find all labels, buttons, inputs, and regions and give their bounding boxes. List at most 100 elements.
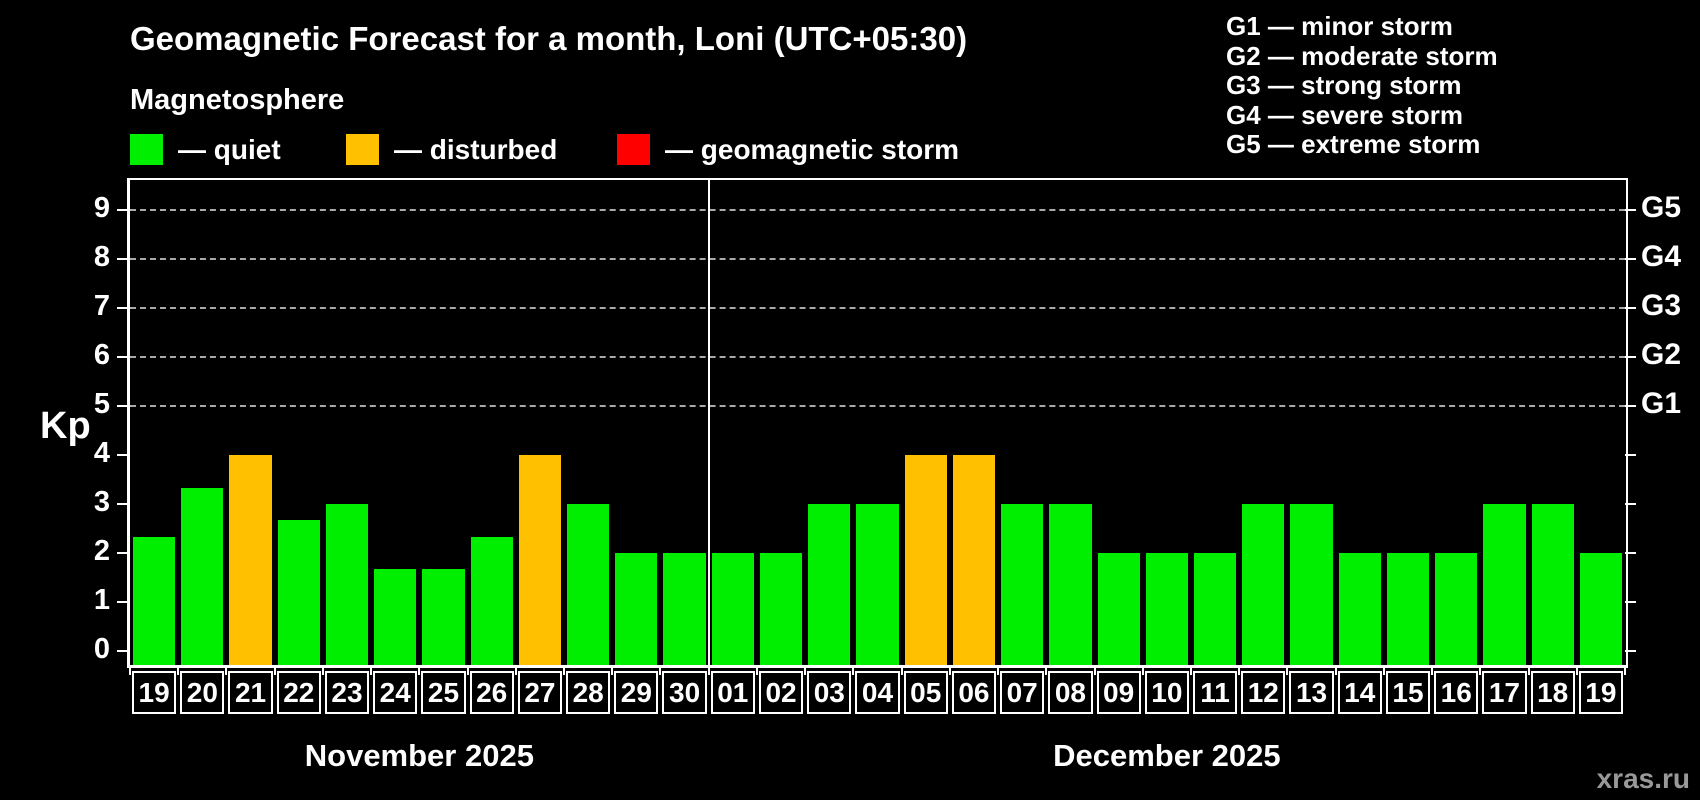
date-label-13: 13 — [1289, 671, 1334, 714]
y-axis-tick-right — [1625, 405, 1636, 407]
date-label-12: 12 — [1241, 671, 1286, 714]
quiet-legend-swatch — [130, 134, 163, 165]
date-label-17: 17 — [1482, 671, 1527, 714]
x-axis-tick — [1382, 668, 1385, 675]
y-axis-label: 3 — [93, 486, 110, 518]
date-label-23: 23 — [324, 671, 370, 714]
x-axis-tick — [1431, 668, 1434, 675]
y-axis-tick-right — [1625, 503, 1636, 505]
y-axis-label: 0 — [93, 633, 110, 665]
disturbed-legend-swatch — [346, 134, 379, 165]
y-axis-tick-right — [1625, 601, 1636, 603]
gridline-kp7 — [130, 307, 1625, 309]
y-axis-tick-left — [117, 650, 130, 652]
y-axis-label: 6 — [93, 339, 110, 371]
x-axis-tick — [466, 668, 469, 675]
x-axis-tick — [1286, 668, 1289, 675]
y-axis-tick-right — [1625, 356, 1636, 358]
kp-bar-09 — [1097, 553, 1140, 665]
x-axis-tick — [997, 668, 1000, 675]
x-axis-tick — [321, 668, 324, 675]
y-axis-tick-left — [117, 503, 130, 505]
month-label-november: November 2025 — [304, 738, 534, 773]
x-axis-tick — [852, 668, 855, 675]
y-axis-label: 9 — [93, 192, 110, 224]
x-axis-tick — [1624, 668, 1626, 675]
date-label-09: 09 — [1096, 671, 1141, 714]
y-axis-tick-right — [1625, 650, 1636, 652]
x-axis-tick — [1093, 668, 1096, 675]
date-label-25: 25 — [421, 671, 466, 714]
kp-bar-23 — [325, 504, 369, 665]
g3-legend-line: G3 — strong storm — [1226, 70, 1462, 100]
kp-bar-21 — [229, 455, 272, 665]
kp-bar-30 — [663, 553, 706, 665]
y-axis-tick-right — [1625, 552, 1636, 554]
y-axis-tick-right — [1625, 258, 1636, 260]
kp-bar-13 — [1290, 504, 1333, 665]
kp-bar-05 — [904, 455, 947, 665]
kp-bar-27 — [518, 455, 562, 665]
gridline-kp6 — [130, 356, 1625, 358]
kp-bar-01 — [711, 553, 754, 665]
kp-bar-26 — [470, 536, 513, 665]
gridline-kp8 — [130, 258, 1625, 260]
g5-legend-line: G5 — extreme storm — [1226, 129, 1481, 159]
date-label-18: 18 — [1530, 671, 1575, 714]
kp-bar-15 — [1386, 553, 1430, 665]
x-axis-tick — [418, 668, 421, 675]
kp-bar-02 — [759, 553, 803, 665]
kp-bar-17 — [1483, 504, 1526, 665]
x-axis-tick — [1189, 668, 1192, 675]
x-axis-tick — [611, 668, 614, 675]
y-axis-tick-right — [1625, 307, 1636, 309]
gridline-kp5 — [130, 405, 1625, 407]
x-axis-tick — [707, 668, 710, 675]
date-label-11: 11 — [1192, 671, 1238, 714]
y-axis-label: 4 — [93, 437, 110, 469]
kp-bar-22 — [277, 520, 320, 665]
date-label-21: 21 — [228, 671, 273, 714]
g4-legend-line: G4 — severe storm — [1226, 99, 1464, 130]
date-label-03: 03 — [807, 671, 852, 714]
x-axis-tick — [1141, 668, 1144, 675]
kp-bar-12 — [1242, 504, 1285, 665]
kp-bar-25 — [422, 569, 465, 665]
kp-bar-19 — [133, 536, 176, 665]
date-label-19: 19 — [132, 671, 177, 714]
x-axis-tick — [948, 668, 951, 675]
date-label-19: 19 — [1578, 671, 1623, 714]
kp-bar-04 — [856, 504, 899, 665]
x-axis-tick — [1527, 668, 1530, 675]
date-label-02: 02 — [758, 671, 804, 714]
right-axis-label-g4: G4 — [1641, 240, 1682, 273]
date-label-30: 30 — [662, 671, 707, 714]
x-axis-tick — [1575, 668, 1578, 675]
x-axis-tick — [177, 668, 180, 675]
date-label-16: 16 — [1434, 671, 1479, 714]
x-axis-tick — [1045, 668, 1048, 675]
g2-legend-line: G2 — moderate storm — [1226, 40, 1498, 71]
kp-bar-06 — [952, 455, 996, 665]
date-label-24: 24 — [373, 671, 418, 714]
g1-legend-line: G1 — minor storm — [1226, 11, 1453, 41]
x-axis-tick — [1479, 668, 1482, 675]
x-axis-tick — [1334, 668, 1337, 675]
x-axis-tick — [1238, 668, 1241, 675]
quiet-legend-label: — quiet — [178, 134, 281, 165]
watermark: xras.ru — [1596, 763, 1690, 794]
right-axis-label-g2: G2 — [1641, 338, 1682, 371]
y-axis-label: 7 — [93, 290, 110, 322]
y-axis-tick-left — [117, 552, 130, 554]
kp-bar-20 — [181, 487, 224, 665]
y-axis-label: 8 — [93, 241, 110, 273]
month-divider — [707, 180, 710, 665]
right-axis-label-g3: G3 — [1641, 289, 1682, 322]
magnetosphere-heading: Magnetosphere — [130, 84, 345, 116]
kp-bar-10 — [1145, 553, 1188, 665]
y-axis-tick-left — [117, 209, 130, 211]
y-axis-label: 5 — [93, 388, 110, 420]
storm-scale-legend: G1 — minor storm G2 — moderate storm G3 … — [1226, 11, 1498, 160]
x-axis-tick — [129, 668, 131, 675]
